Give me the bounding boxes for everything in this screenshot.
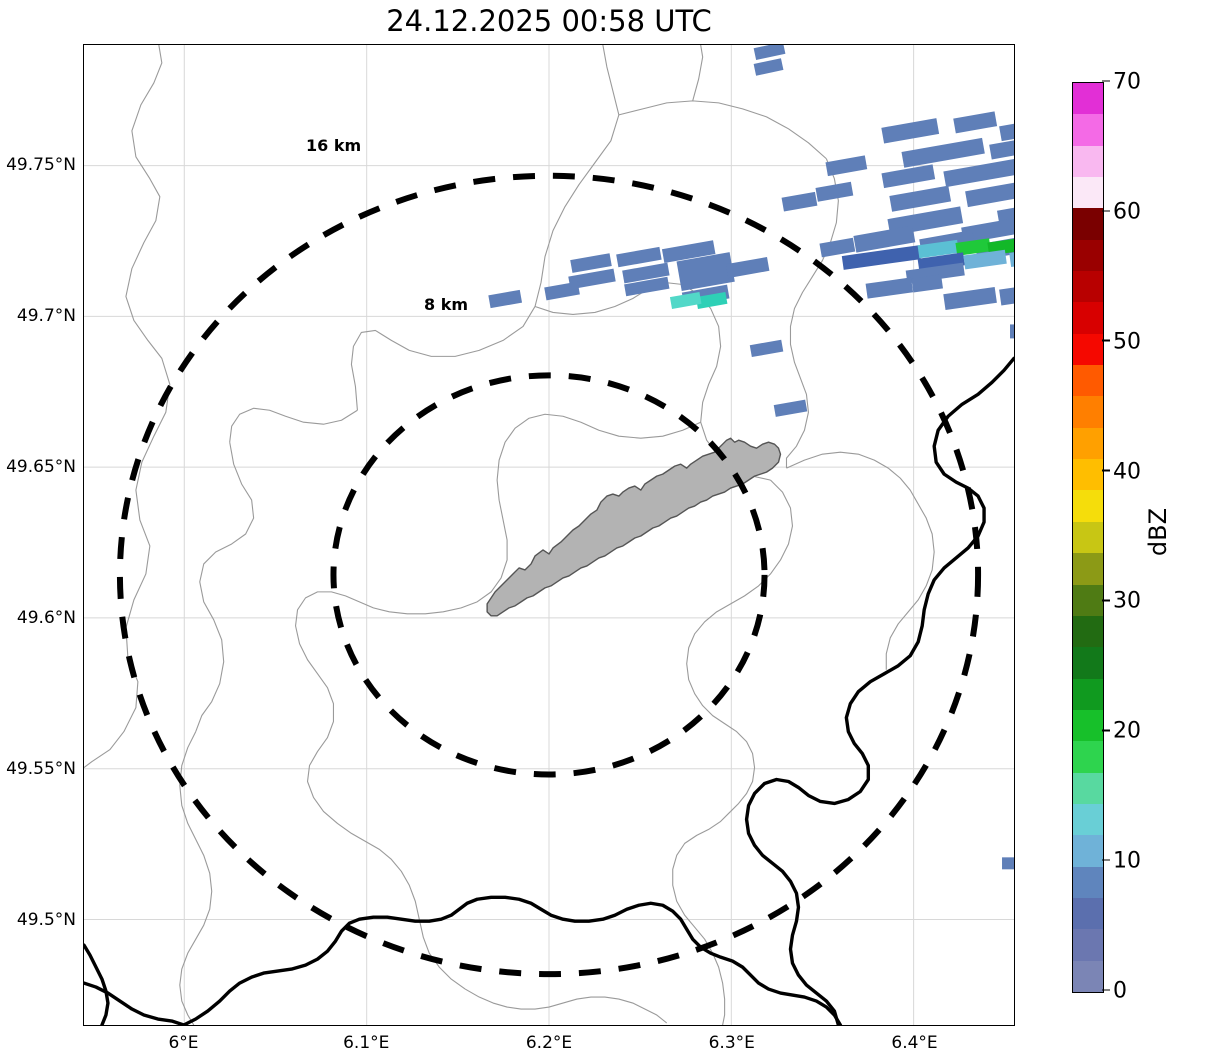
colorbar-band [1073,83,1103,115]
range-ring-8km-label: 8 km [424,295,469,314]
colorbar-tick-label: 40 [1102,459,1141,484]
colorbar-tick-label: 0 [1102,979,1127,1004]
colorbar-tick-mark [1102,80,1110,82]
colorbar-band [1073,709,1103,742]
y-tick-label: 49.7°N [16,305,76,326]
colorbar-band [1073,741,1103,773]
colorbar-label: dBZ [1144,507,1172,557]
y-tick-label: 49.65°N [6,457,76,478]
colorbar-tick-label: 20 [1102,719,1141,744]
colorbar[interactable] [1072,82,1104,993]
colorbar-band [1073,772,1103,804]
colorbar-tick-value: 10 [1113,848,1141,874]
colorbar-band [1073,239,1103,272]
colorbar-band [1073,647,1103,679]
colorbar-tick-value: 20 [1113,718,1141,744]
colorbar-band [1073,396,1103,428]
range-ring-16km-label: 16 km [306,136,362,155]
colorbar-band [1073,584,1103,616]
radar-echo-cells [488,45,1014,870]
y-tick-label: 49.5°N [16,910,76,931]
colorbar-band [1073,271,1103,303]
radar-map-axes[interactable]: 16 km 8 km [83,44,1015,1026]
range-ring-16km [116,172,982,978]
colorbar-band [1073,177,1103,209]
colorbar-tick-value: 0 [1113,978,1127,1004]
colorbar-tick-label: 30 [1102,589,1141,614]
colorbar-band [1073,365,1103,397]
colorbar-tick-value: 40 [1113,459,1141,485]
x-tick-label: 6.4°E [891,1033,938,1053]
country-borders [84,356,1014,1025]
colorbar-tick-mark [1102,469,1110,472]
y-tick-label: 49.6°N [16,608,76,629]
colorbar-band [1073,803,1103,836]
colorbar-band [1073,459,1103,491]
colorbar-band [1073,302,1103,334]
colorbar-tick-value: 70 [1113,69,1141,95]
colorbar-band [1073,835,1103,867]
x-tick-label: 6.1°E [343,1033,390,1053]
city-area-polygon [486,437,782,617]
colorbar-tick-mark [1102,859,1110,861]
colorbar-band [1073,615,1103,648]
range-rings [116,172,982,978]
x-tick-label: 6.3°E [708,1033,755,1053]
colorbar-band [1073,929,1103,961]
map-gridlines [84,45,1014,1025]
y-tick-label: 49.55°N [6,759,76,780]
colorbar-band [1073,427,1103,460]
x-tick-label: 6°E [168,1033,199,1053]
y-axis-ticks: 49.75°N 49.7°N 49.65°N 49.6°N 49.55°N 49.5°N [0,44,76,1026]
district-boundaries [84,45,935,1025]
colorbar-tick-label: 60 [1102,199,1141,224]
page-title: 24.12.2025 00:58 UTC [386,4,712,38]
colorbar-tick-mark [1102,339,1110,342]
colorbar-band [1073,145,1103,178]
colorbar-band [1073,208,1103,240]
colorbar-tick-mark [1102,210,1110,212]
colorbar-band [1073,553,1103,585]
x-axis-ticks: 6°E 6.1°E 6.2°E 6.3°E 6.4°E [0,1033,1207,1059]
colorbar-tick-value: 30 [1113,588,1141,614]
y-tick-label: 49.75°N [6,154,76,175]
x-tick-label: 6.2°E [525,1033,573,1053]
colorbar-band [1073,521,1103,554]
colorbar-tick-label: 50 [1102,329,1141,354]
colorbar-tick-mark [1102,989,1110,991]
colorbar-band [1073,897,1103,930]
colorbar-tick-value: 50 [1113,329,1141,355]
colorbar-band [1073,333,1103,366]
colorbar-tick-mark [1102,729,1110,732]
colorbar-band [1073,114,1103,146]
colorbar-band [1073,678,1103,710]
colorbar-tick-value: 60 [1113,199,1141,225]
colorbar-tick-mark [1102,599,1110,602]
radar-map-canvas [84,45,1014,1025]
colorbar-band [1073,490,1103,522]
range-ring-8km [330,372,768,778]
colorbar-band [1073,960,1103,992]
colorbar-tick-label: 10 [1102,849,1141,874]
colorbar-tick-label: 70 [1102,70,1141,95]
colorbar-ticks: 70 60 50 40 30 20 10 0 [1102,70,1207,1004]
colorbar-band [1073,866,1103,898]
